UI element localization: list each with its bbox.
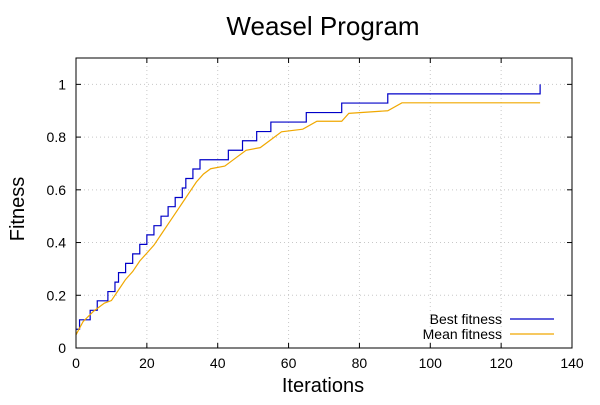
x-tick-label: 0 bbox=[72, 355, 80, 371]
series-line-1 bbox=[75, 102, 541, 336]
x-tick-label: 140 bbox=[560, 355, 584, 371]
y-tick-label: 0.8 bbox=[47, 129, 67, 145]
plot-frame bbox=[75, 57, 573, 349]
chart-title: Weasel Program bbox=[226, 11, 419, 41]
y-tick-label: 0 bbox=[58, 340, 66, 356]
series-lines bbox=[75, 84, 541, 336]
legend-label: Best fitness bbox=[430, 311, 502, 327]
axis-ticks: 0 20 40 60 80 100 120 140 0 0.2 0.4 0.6 0.8 1 bbox=[47, 58, 584, 371]
y-tick-label: 1 bbox=[58, 76, 66, 92]
x-tick-label: 60 bbox=[281, 355, 297, 371]
x-tick-label: 40 bbox=[210, 355, 226, 371]
y-tick-label: 0.6 bbox=[47, 182, 67, 198]
x-tick-label: 120 bbox=[489, 355, 513, 371]
y-tick-label: 0.4 bbox=[47, 235, 67, 251]
grid bbox=[76, 58, 572, 348]
legend-label: Mean fitness bbox=[423, 326, 502, 342]
x-tick-label: 100 bbox=[419, 355, 443, 371]
y-axis-title: Fitness bbox=[7, 177, 29, 241]
x-axis-title: Iterations bbox=[282, 375, 364, 397]
x-tick-label: 20 bbox=[139, 355, 155, 371]
y-tick-label: 0.2 bbox=[47, 287, 67, 303]
series-line-0 bbox=[76, 84, 541, 330]
x-tick-label: 80 bbox=[352, 355, 368, 371]
